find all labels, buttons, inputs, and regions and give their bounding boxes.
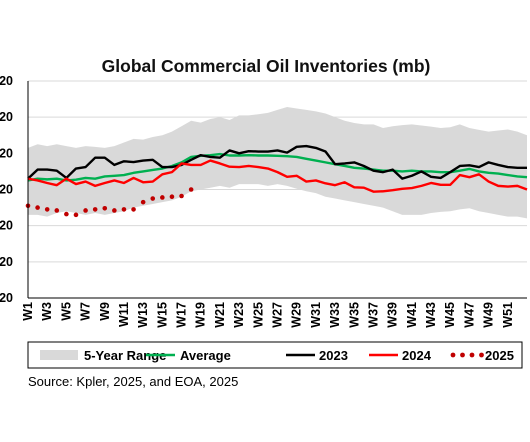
legend-label-2023: 2023 bbox=[319, 348, 348, 363]
x-tick-label: W23 bbox=[232, 302, 246, 328]
legend-swatch-5-year-range bbox=[40, 350, 78, 360]
legend-swatch-2025 bbox=[460, 352, 465, 358]
series-point-2025 bbox=[102, 206, 108, 211]
source-note: Source: Kpler, 2025, and EOA, 2025 bbox=[28, 374, 239, 389]
x-tick-label: W19 bbox=[194, 302, 208, 328]
x-tick-label: W31 bbox=[309, 302, 323, 328]
y-tick-label: 8,120 bbox=[0, 146, 13, 160]
x-tick-label: W33 bbox=[328, 302, 342, 328]
y-tick-label: 7,920 bbox=[0, 219, 13, 233]
series-point-2025 bbox=[54, 208, 60, 213]
x-tick-label: W29 bbox=[290, 302, 304, 328]
series-point-2025 bbox=[169, 194, 175, 200]
series-line-2024 bbox=[27, 159, 528, 193]
series-line-2023 bbox=[27, 144, 527, 180]
axes: 8,320 8,220 8,120 8,020 7,920 7,820 7,720 W1 W3 W… bbox=[0, 74, 527, 328]
series-point-2025 bbox=[179, 193, 184, 199]
legend: 5-Year Range Average 2023 2024 2025 bbox=[27, 341, 523, 369]
y-tick-label: 8,220 bbox=[0, 110, 13, 124]
legend-label-average: Average bbox=[180, 348, 231, 363]
legend-label-5-year-range: 5-Year Range bbox=[84, 348, 166, 363]
series-line-average bbox=[27, 152, 528, 182]
x-tick-label: W51 bbox=[501, 302, 515, 328]
series-lines bbox=[25, 144, 528, 218]
series-point-2025 bbox=[83, 208, 88, 213]
legend-swatch-2025 bbox=[479, 352, 484, 358]
x-tick-label: W45 bbox=[443, 302, 457, 328]
series-point-2025 bbox=[160, 195, 165, 200]
x-tick-label: W17 bbox=[175, 302, 189, 328]
series-point-2025 bbox=[150, 196, 156, 201]
x-tick-label: W25 bbox=[251, 302, 265, 328]
x-tick-label: W21 bbox=[213, 302, 227, 328]
x-tick-label: W41 bbox=[405, 302, 419, 328]
x-tick-label: W11 bbox=[117, 302, 131, 327]
series-band-5-year-range bbox=[28, 107, 527, 219]
legend-label-2024: 2024 bbox=[402, 348, 432, 363]
series-point-2025 bbox=[92, 207, 98, 212]
series-point-2025 bbox=[64, 211, 69, 217]
x-tick-label: W15 bbox=[155, 302, 169, 328]
x-tick-label: W43 bbox=[424, 302, 438, 328]
x-tick-label: W7 bbox=[79, 302, 93, 321]
legend-box bbox=[27, 341, 523, 369]
series-point-2025 bbox=[112, 208, 117, 213]
x-tick-label: W35 bbox=[347, 302, 361, 328]
y-tick-label: 7,720 bbox=[0, 291, 13, 305]
x-tick-label: W3 bbox=[40, 302, 54, 321]
y-tick-label: 8,320 bbox=[0, 74, 13, 88]
x-tick-label: W37 bbox=[366, 302, 380, 328]
x-tick-label: W13 bbox=[136, 302, 150, 328]
x-tick-label: W49 bbox=[482, 302, 496, 328]
x-tick-label: W47 bbox=[462, 302, 476, 328]
y-tick-label: 7,820 bbox=[0, 255, 13, 269]
series-point-2025 bbox=[131, 207, 136, 212]
legend-label-2025: 2025 bbox=[485, 348, 514, 363]
y-tick-label: 8,020 bbox=[0, 183, 13, 197]
series-point-2025 bbox=[188, 187, 194, 192]
x-tick-label: W1 bbox=[21, 302, 35, 321]
legend-swatch-2025 bbox=[450, 352, 456, 358]
x-tick-label: W27 bbox=[271, 302, 285, 328]
series-point-2025 bbox=[73, 212, 79, 218]
series-point-2025 bbox=[140, 199, 146, 205]
five-year-range-band bbox=[28, 107, 527, 219]
series-point-2025 bbox=[121, 207, 127, 212]
x-tick-label: W9 bbox=[98, 302, 112, 321]
x-tick-label: W5 bbox=[59, 302, 73, 321]
series-point-2025 bbox=[35, 205, 40, 210]
x-tick-label: W39 bbox=[386, 302, 400, 328]
legend-swatch-2025 bbox=[469, 352, 475, 358]
series-point-2025 bbox=[44, 207, 50, 212]
chart-title: Global Commercial Oil Inventories (mb) bbox=[102, 56, 431, 76]
